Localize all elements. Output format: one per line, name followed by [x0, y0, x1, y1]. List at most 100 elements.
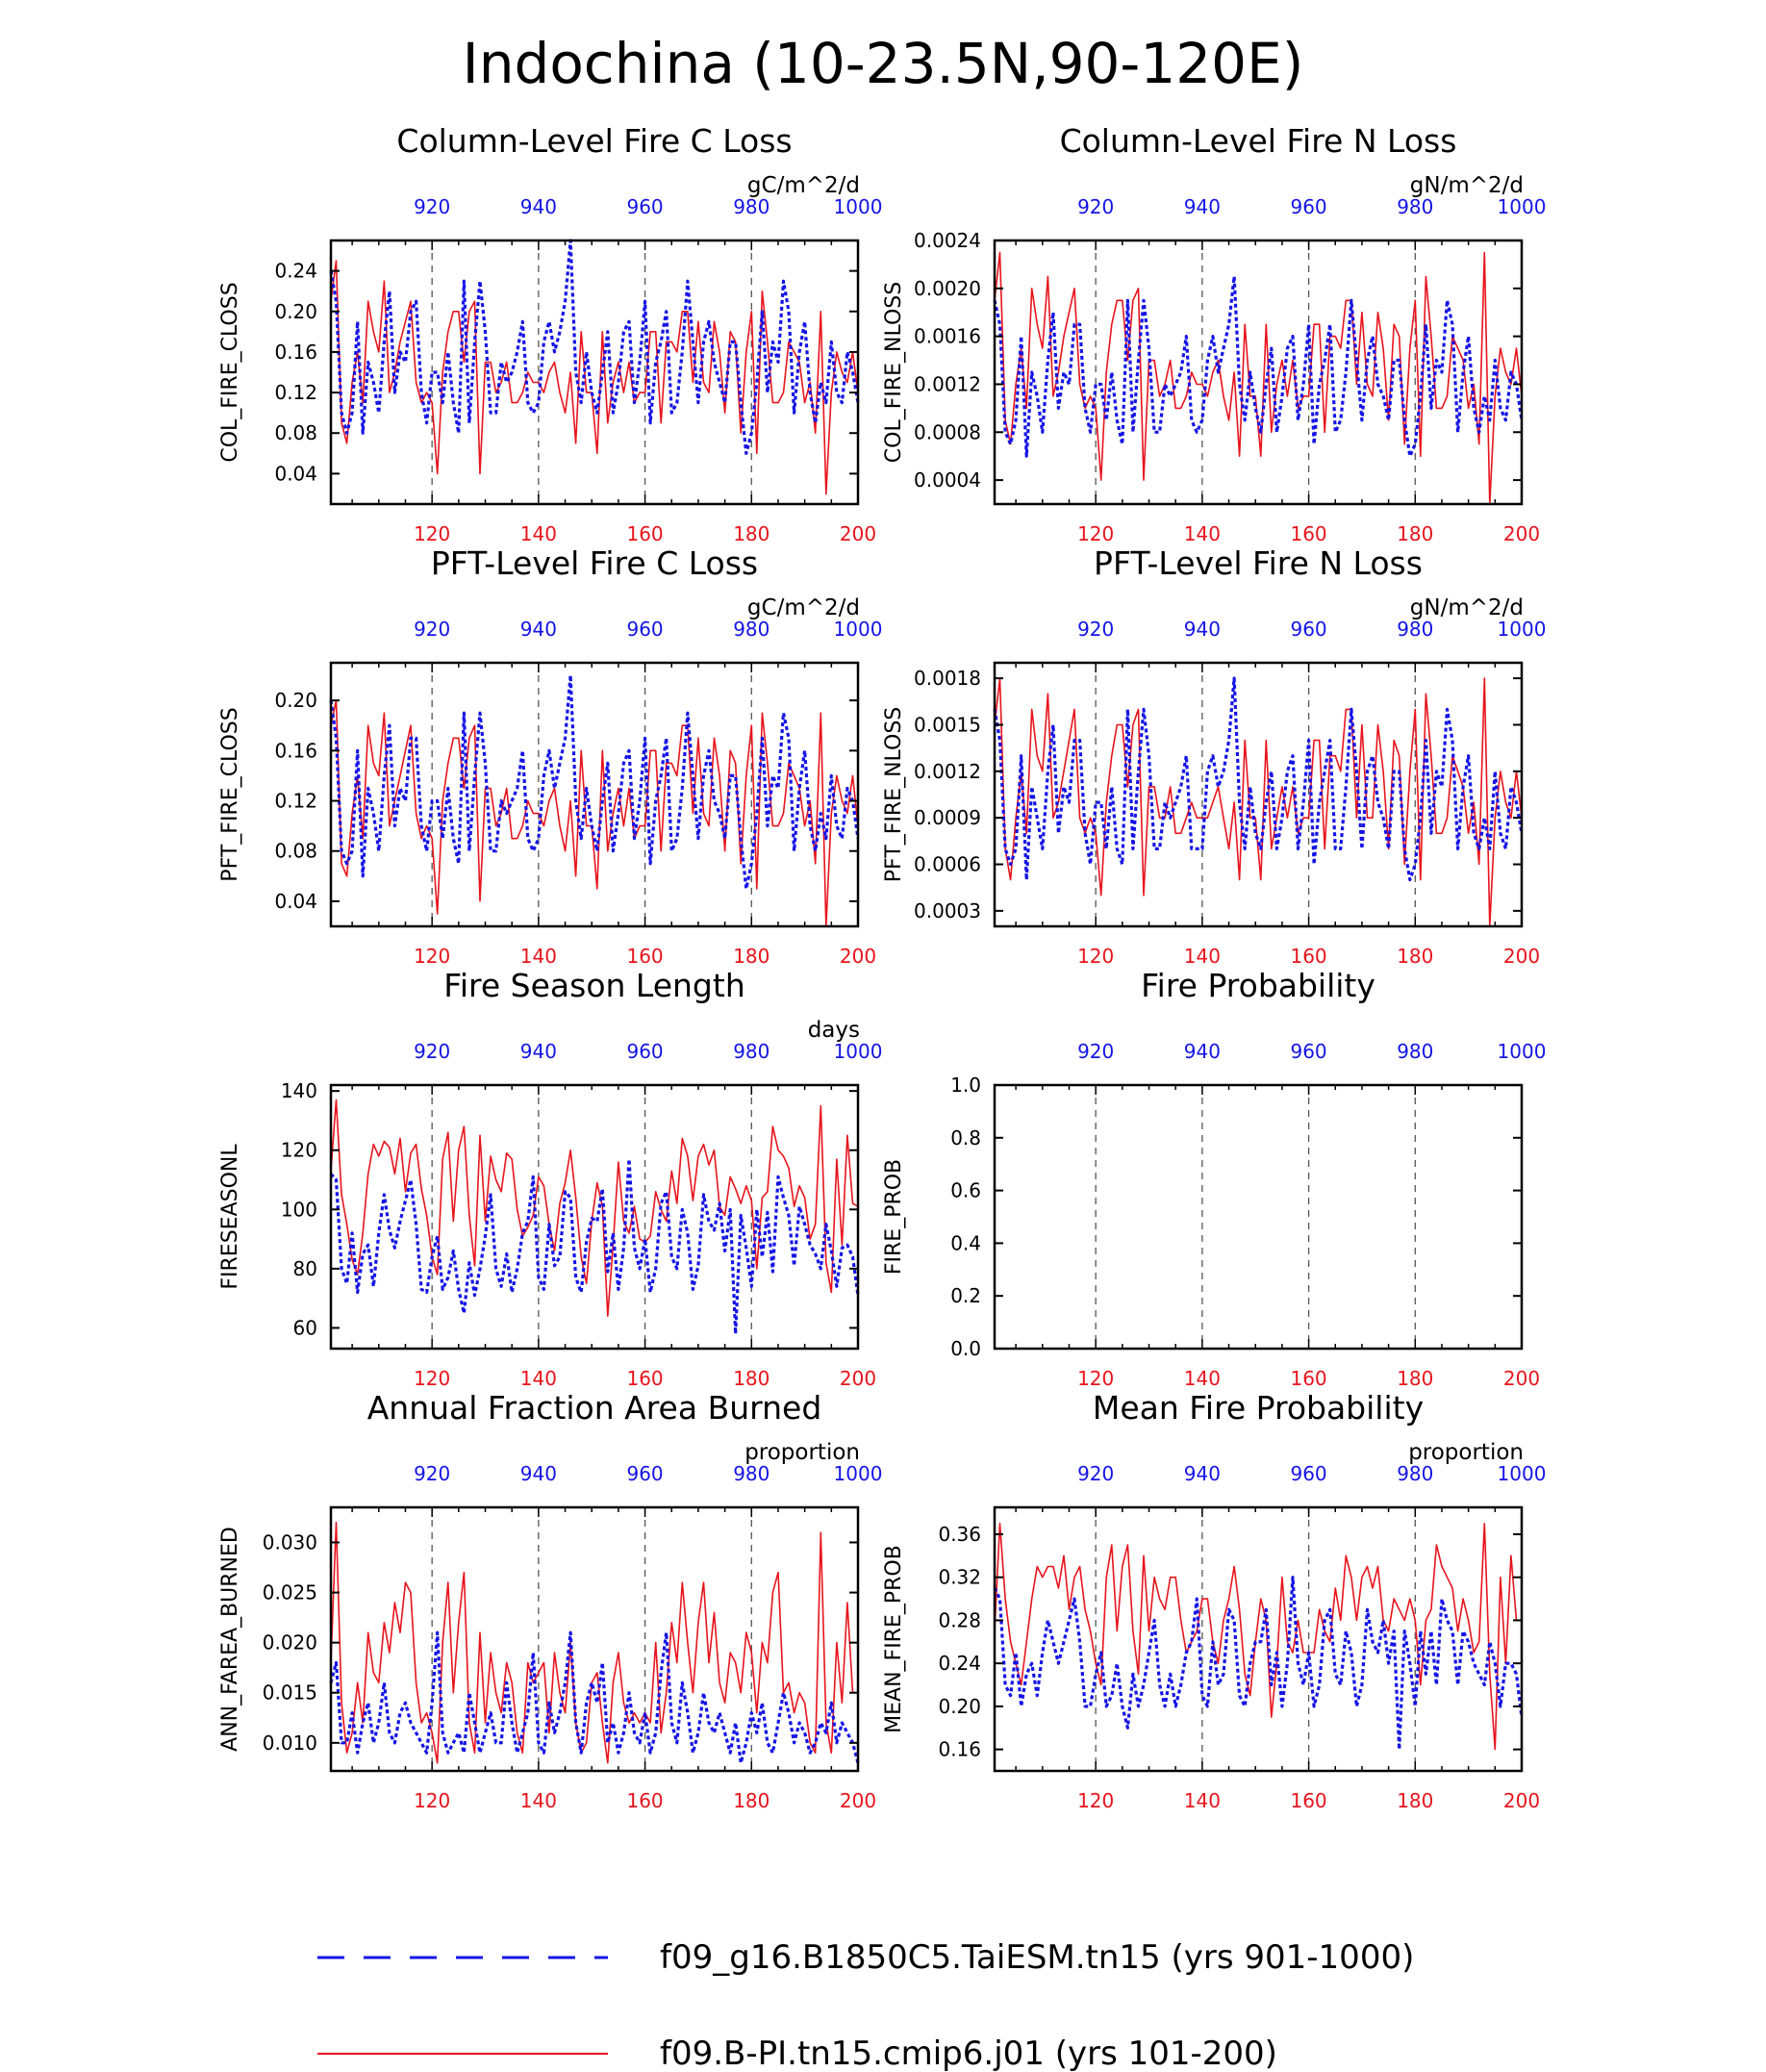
x-top-tick-label: 980: [733, 1462, 769, 1485]
y-tick-label: 140: [281, 1079, 317, 1102]
y-axis-label: PFT_FIRE_CLOSS: [218, 707, 242, 881]
panel-fire-prob: Fire Probability FIRE_PROB 0.0 0.2 0.4 0.6 0.8…: [882, 967, 1546, 1390]
x-bottom-tick-label: 200: [840, 522, 876, 545]
legend-label-red: f09.B-PI.tn15.cmip6.j01 (yrs 101-200): [660, 2034, 1277, 2072]
panel-col-fire-nloss: Column-Level Fire N Loss gN/m^2/d COL_FIRE…: [882, 122, 1546, 545]
x-bottom-tick-label: 160: [1290, 522, 1326, 545]
x-top-tick-label: 940: [1184, 1462, 1221, 1485]
panel-title: Annual Fraction Area Burned: [367, 1389, 822, 1427]
y-tick-label: 120: [281, 1139, 317, 1162]
x-top-tick-label: 940: [520, 1462, 557, 1485]
y-tick-label: 0.16: [938, 1738, 981, 1761]
y-tick-label: 0.04: [274, 462, 317, 485]
x-top-tick-label: 1000: [1498, 1462, 1547, 1485]
y-tick-label: 0.0015: [914, 713, 981, 736]
plot-frame: [993, 1083, 1524, 1351]
y-tick-label: 0.16: [274, 341, 317, 364]
x-bottom-tick-label: 120: [414, 1367, 450, 1390]
y-tick-label: 0.12: [274, 790, 317, 813]
y-tick-label: 0.28: [938, 1608, 981, 1631]
y-tick-label: 0.12: [274, 381, 317, 404]
plot-frame: [993, 1505, 1524, 1773]
x-bottom-tick-label: 180: [1397, 945, 1433, 968]
y-tick-label: 0.20: [274, 689, 317, 712]
y-tick-label: 0.4: [950, 1231, 981, 1254]
y-tick-label: 1.0: [950, 1074, 981, 1097]
plot-frame: [329, 1083, 860, 1351]
x-bottom-tick-label: 180: [733, 522, 769, 545]
blue-series-line: [993, 274, 1524, 458]
y-tick-label: 0.04: [274, 890, 317, 913]
y-tick-label: 0.36: [938, 1523, 981, 1546]
x-bottom-tick-label: 120: [414, 945, 450, 968]
y-tick-label: 0.025: [263, 1581, 317, 1605]
red-series-line: [994, 251, 1523, 505]
x-bottom-tick-label: 120: [1077, 1789, 1114, 1812]
units-label: gN/m^2/d: [1410, 595, 1524, 620]
y-tick-label: 0.8: [950, 1126, 981, 1150]
x-top-tick-label: 1000: [834, 1040, 883, 1063]
x-top-tick-label: 960: [626, 1462, 663, 1485]
x-top-tick-label: 960: [626, 195, 663, 218]
x-bottom-tick-label: 180: [733, 945, 769, 968]
x-bottom-tick-label: 200: [1503, 1789, 1540, 1812]
x-top-tick-label: 940: [520, 1040, 557, 1063]
x-top-tick-label: 920: [1077, 1040, 1114, 1063]
x-top-tick-label: 960: [1290, 195, 1326, 218]
x-bottom-tick-label: 140: [1184, 1789, 1221, 1812]
red-series-line: [330, 1521, 858, 1764]
red-series-line: [994, 1523, 1522, 1751]
y-tick-label: 0.32: [938, 1566, 981, 1589]
x-bottom-tick-label: 140: [520, 945, 557, 968]
x-bottom-tick-label: 200: [840, 945, 876, 968]
plot-frame: [993, 661, 1524, 928]
units-label: gC/m^2/d: [747, 173, 860, 198]
red-series-line: [330, 1099, 859, 1317]
panel-ann-farea-burned: Annual Fraction Area Burned proportion ANN…: [218, 1389, 882, 1812]
x-bottom-tick-label: 200: [840, 1367, 876, 1390]
y-tick-label: 0.0024: [914, 229, 981, 252]
y-tick-label: 0.0006: [914, 853, 981, 876]
x-top-tick-label: 960: [626, 618, 663, 641]
y-tick-label: 0.08: [274, 421, 317, 444]
x-bottom-tick-label: 180: [1397, 1367, 1433, 1390]
units-label: proportion: [744, 1440, 860, 1465]
x-bottom-tick-label: 140: [520, 1367, 557, 1390]
x-bottom-tick-label: 140: [520, 522, 557, 545]
x-top-tick-label: 920: [414, 1462, 450, 1485]
y-tick-label: 60: [293, 1316, 317, 1339]
y-tick-label: 0.20: [938, 1695, 981, 1718]
y-axis-label: PFT_FIRE_NLOSS: [882, 707, 906, 882]
x-top-tick-label: 940: [520, 618, 557, 641]
x-top-tick-label: 940: [1184, 1040, 1221, 1063]
x-top-tick-label: 1000: [1498, 1040, 1547, 1063]
x-bottom-tick-label: 160: [626, 1789, 663, 1812]
blue-series-line: [329, 239, 860, 455]
y-axis-label: COL_FIRE_NLOSS: [882, 282, 906, 463]
x-bottom-tick-label: 120: [1077, 945, 1114, 968]
x-top-tick-label: 1000: [834, 195, 883, 218]
x-bottom-tick-label: 200: [840, 1789, 876, 1812]
x-bottom-tick-label: 120: [1077, 1367, 1114, 1390]
x-bottom-tick-label: 180: [1397, 1789, 1433, 1812]
y-axis-label: ANN_FAREA_BURNED: [218, 1527, 242, 1752]
x-bottom-tick-label: 160: [626, 1367, 663, 1390]
x-top-tick-label: 940: [1184, 618, 1221, 641]
x-top-tick-label: 980: [733, 1040, 769, 1063]
x-top-tick-label: 980: [733, 618, 769, 641]
x-top-tick-label: 920: [1077, 618, 1114, 641]
y-tick-label: 0.0008: [914, 420, 981, 443]
blue-series-line: [329, 1630, 860, 1765]
y-tick-label: 0.030: [263, 1530, 317, 1554]
panel-title: PFT-Level Fire N Loss: [1094, 544, 1423, 582]
panel-pft-fire-nloss: PFT-Level Fire N Loss gN/m^2/d PFT_FIRE_NL…: [882, 544, 1546, 968]
panel-title: Mean Fire Probability: [1093, 1389, 1424, 1427]
units-label: gN/m^2/d: [1410, 173, 1524, 198]
x-bottom-tick-label: 200: [1503, 945, 1540, 968]
y-tick-label: 0.0: [950, 1337, 981, 1360]
x-top-tick-label: 980: [1397, 195, 1433, 218]
legend: f09_g16.B1850C5.TaiESM.tn15 (yrs 901-100…: [317, 1938, 1414, 2072]
y-tick-label: 0.6: [950, 1179, 981, 1202]
y-axis-label: MEAN_FIRE_PROB: [882, 1545, 906, 1733]
